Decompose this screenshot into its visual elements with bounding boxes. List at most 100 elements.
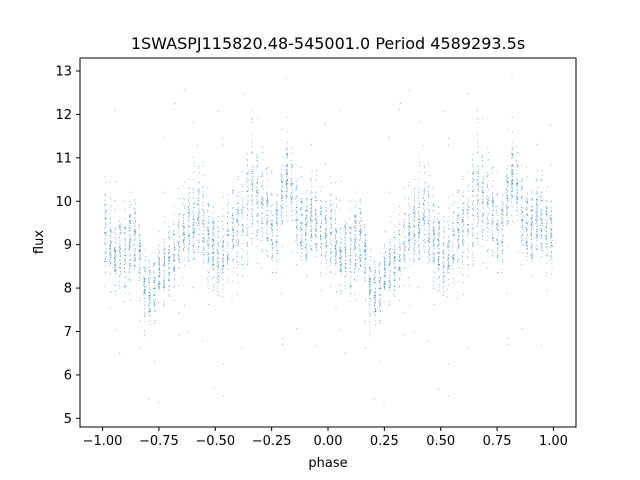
data-point bbox=[227, 226, 229, 228]
data-point bbox=[242, 93, 244, 95]
data-point bbox=[493, 167, 494, 168]
data-point bbox=[149, 294, 151, 296]
data-point bbox=[266, 255, 268, 256]
data-point bbox=[476, 238, 478, 240]
data-point bbox=[179, 213, 181, 214]
data-point bbox=[448, 215, 450, 217]
data-point bbox=[384, 263, 386, 265]
data-point bbox=[384, 268, 386, 270]
data-point bbox=[512, 182, 514, 184]
data-point bbox=[365, 240, 366, 241]
data-point bbox=[133, 223, 135, 224]
data-point bbox=[182, 234, 184, 236]
data-point bbox=[119, 352, 121, 354]
data-point bbox=[321, 252, 323, 254]
data-point bbox=[457, 193, 459, 194]
data-point bbox=[429, 212, 430, 214]
data-point bbox=[536, 203, 537, 204]
data-point bbox=[403, 258, 405, 260]
data-point bbox=[158, 270, 160, 271]
data-point bbox=[393, 260, 395, 262]
data-point bbox=[143, 284, 145, 286]
data-point bbox=[163, 276, 165, 278]
data-point bbox=[417, 227, 419, 228]
data-point bbox=[291, 203, 293, 204]
data-point bbox=[507, 220, 508, 222]
data-point bbox=[350, 226, 352, 228]
data-point bbox=[212, 206, 214, 208]
data-point bbox=[202, 209, 203, 210]
data-point bbox=[311, 213, 313, 215]
data-point bbox=[207, 195, 209, 197]
data-point bbox=[119, 249, 121, 251]
data-point bbox=[394, 259, 396, 261]
data-point bbox=[144, 300, 146, 302]
data-point bbox=[315, 220, 317, 221]
data-point bbox=[286, 186, 287, 188]
data-point bbox=[364, 273, 365, 274]
data-point bbox=[477, 219, 479, 220]
data-point bbox=[276, 243, 277, 245]
data-point bbox=[223, 228, 224, 230]
data-point bbox=[481, 196, 483, 197]
data-point bbox=[433, 304, 435, 305]
data-point bbox=[189, 240, 190, 242]
data-point bbox=[404, 236, 406, 237]
data-point bbox=[418, 224, 419, 226]
data-point bbox=[222, 395, 224, 397]
data-point bbox=[437, 258, 439, 259]
data-point bbox=[217, 258, 219, 259]
data-point bbox=[341, 269, 342, 271]
data-point bbox=[483, 189, 484, 190]
data-point bbox=[373, 305, 375, 307]
data-point bbox=[492, 221, 494, 222]
data-point bbox=[270, 206, 272, 207]
data-point bbox=[276, 209, 277, 210]
data-point bbox=[434, 259, 435, 261]
data-point bbox=[492, 218, 493, 219]
data-point bbox=[466, 210, 468, 211]
data-point bbox=[448, 196, 450, 198]
data-point bbox=[275, 272, 277, 273]
data-point bbox=[306, 198, 308, 200]
data-point bbox=[208, 236, 210, 238]
data-point bbox=[379, 280, 380, 282]
data-point bbox=[237, 176, 239, 177]
data-point bbox=[419, 231, 421, 233]
data-point bbox=[182, 225, 184, 227]
data-point bbox=[354, 271, 356, 273]
data-point bbox=[324, 228, 326, 229]
data-point bbox=[326, 245, 328, 247]
data-point bbox=[413, 243, 415, 245]
data-point bbox=[154, 276, 156, 278]
data-point bbox=[444, 261, 445, 263]
data-point bbox=[286, 131, 288, 133]
data-point bbox=[188, 261, 190, 262]
data-point bbox=[159, 272, 161, 274]
data-point bbox=[178, 221, 179, 223]
data-point bbox=[320, 223, 322, 225]
data-point bbox=[520, 240, 522, 242]
data-point bbox=[531, 243, 533, 245]
data-point bbox=[433, 280, 434, 282]
data-point bbox=[129, 234, 131, 235]
data-point bbox=[296, 222, 298, 224]
data-point bbox=[237, 179, 238, 180]
data-point bbox=[134, 251, 136, 252]
data-point bbox=[384, 264, 386, 266]
data-point bbox=[424, 172, 426, 174]
data-point bbox=[301, 223, 303, 225]
data-point bbox=[497, 272, 498, 274]
data-point bbox=[237, 229, 239, 231]
data-point bbox=[282, 182, 283, 183]
data-point bbox=[187, 219, 189, 221]
data-point bbox=[345, 224, 347, 225]
data-point bbox=[477, 233, 478, 234]
data-point bbox=[321, 186, 323, 188]
data-point bbox=[359, 258, 361, 260]
data-point bbox=[482, 182, 484, 183]
data-point bbox=[532, 190, 533, 191]
data-point bbox=[408, 214, 410, 216]
data-point bbox=[276, 206, 278, 208]
data-point bbox=[365, 249, 367, 251]
